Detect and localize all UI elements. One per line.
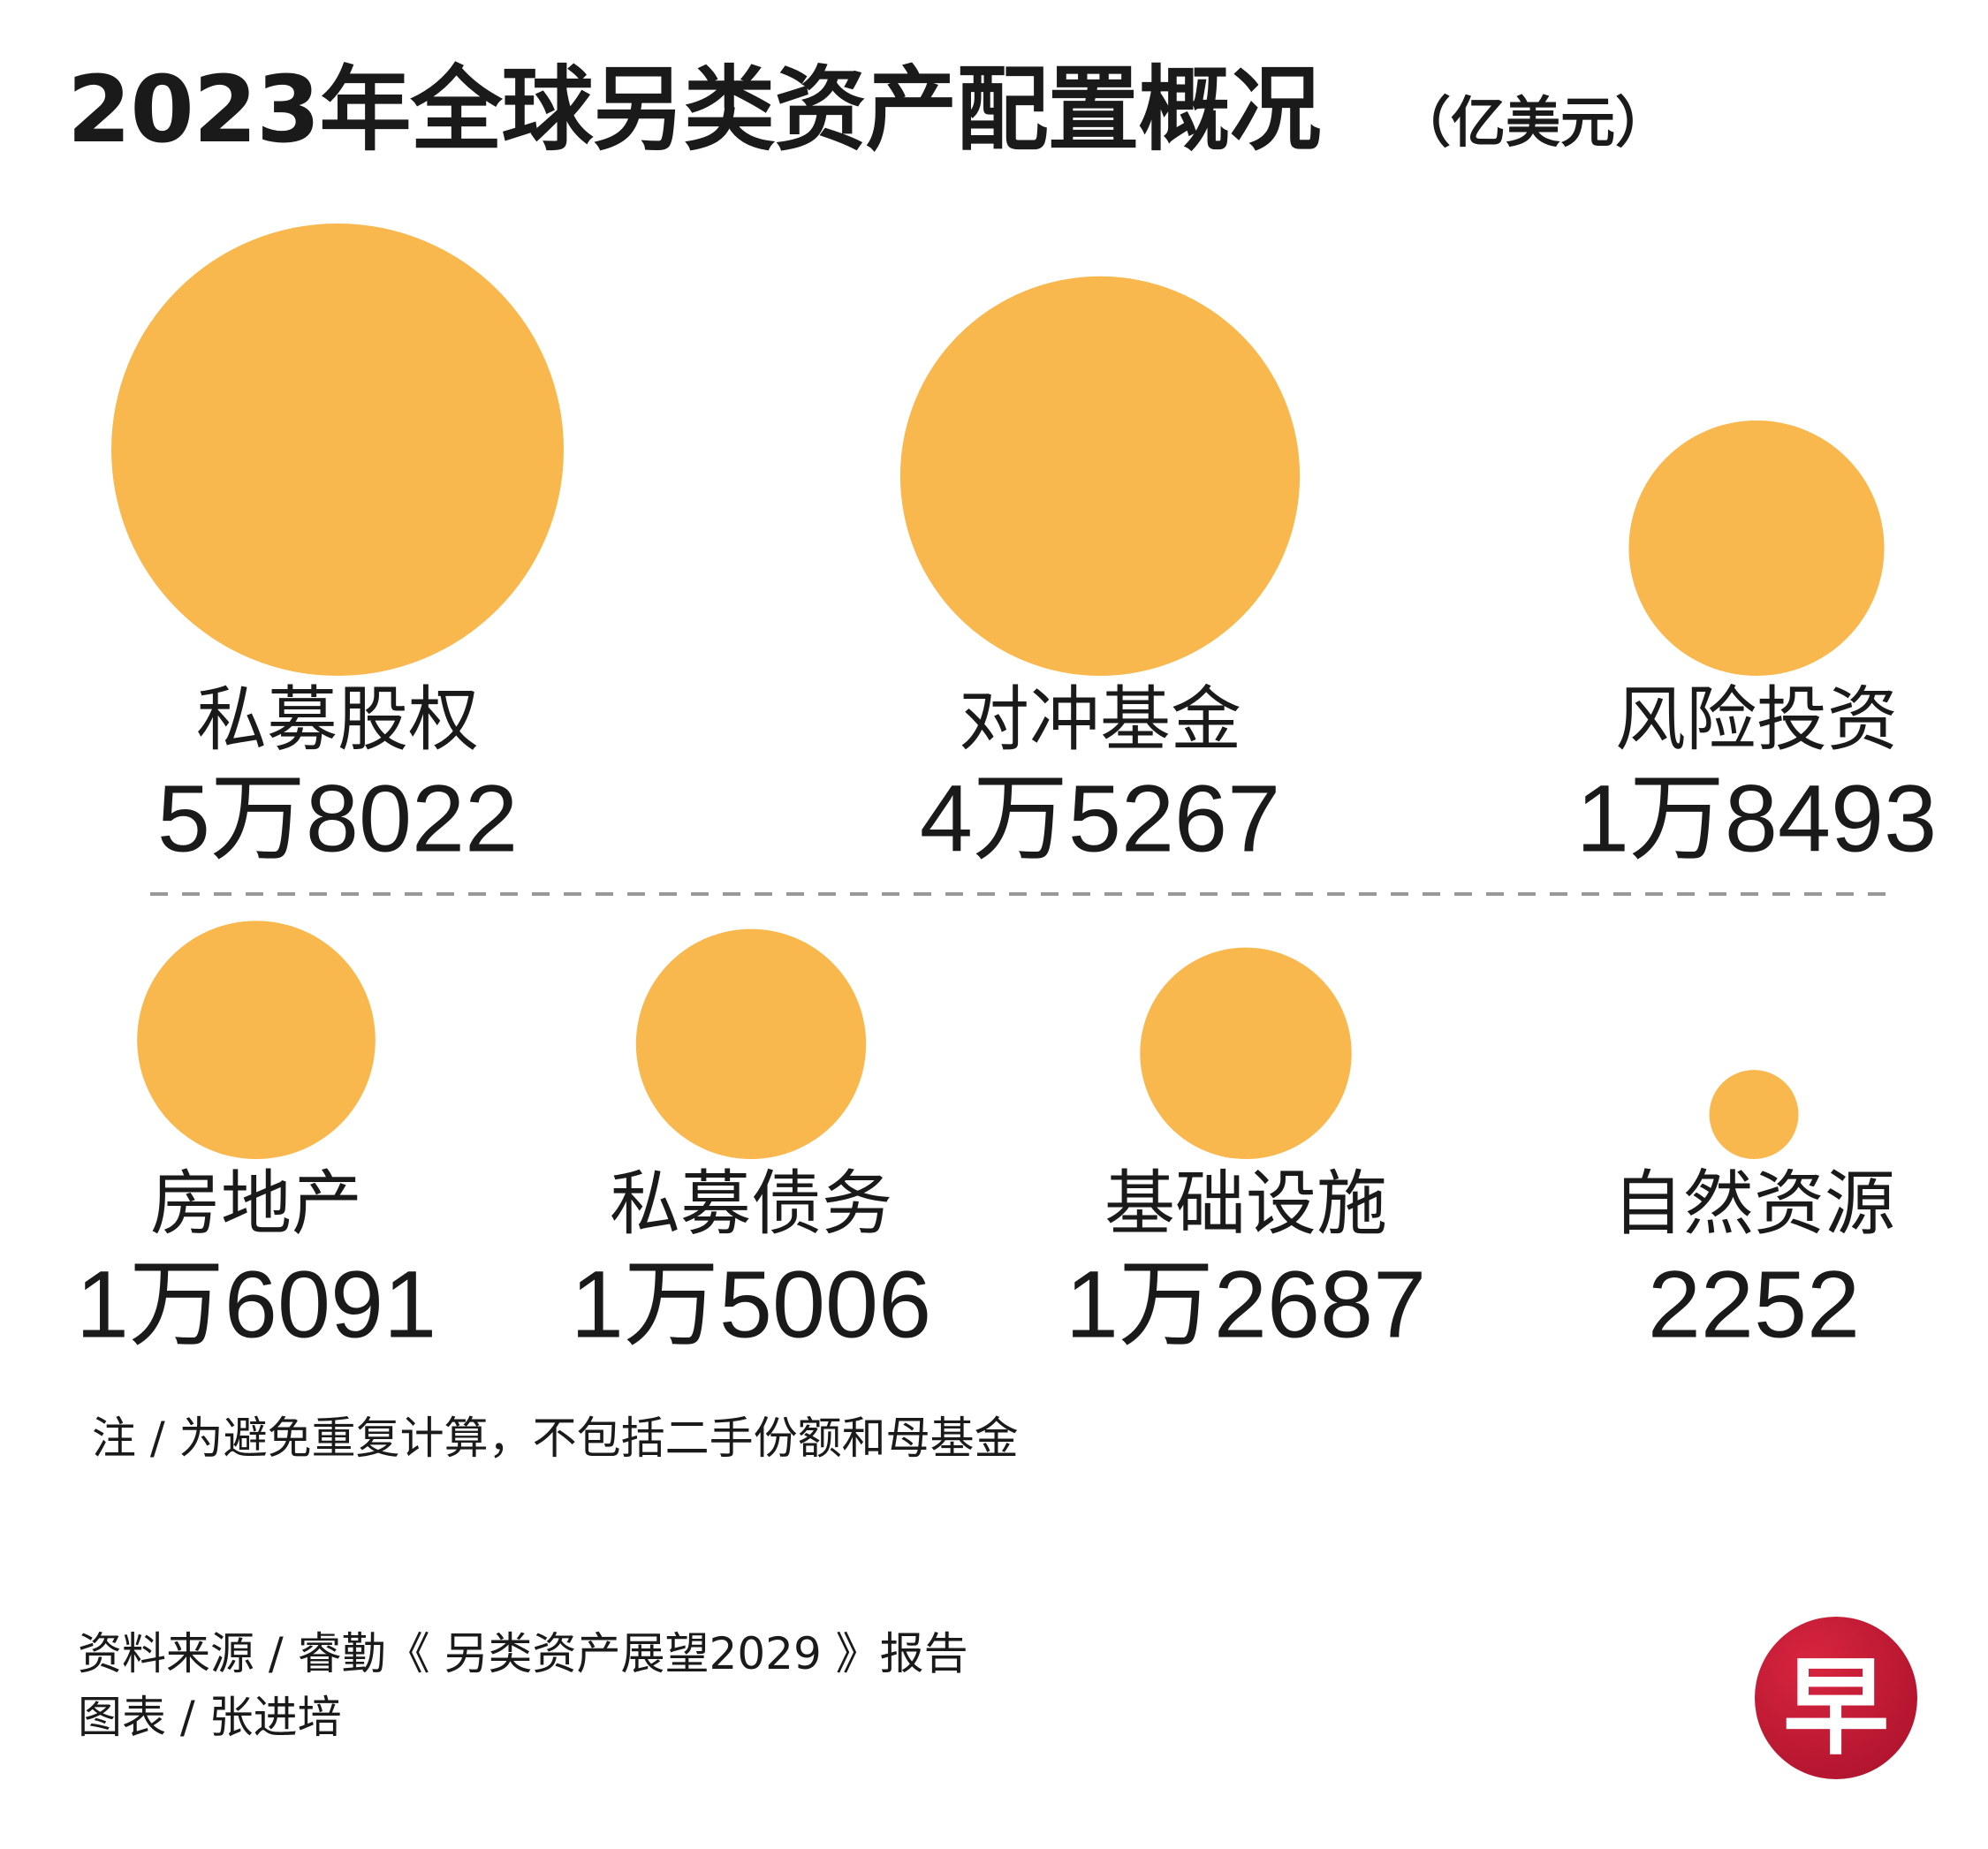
bubble-2	[899, 276, 1301, 676]
chart-title: 2023年全球另类资产配置概况	[67, 56, 1321, 163]
bubble-5	[635, 928, 867, 1159]
footnote: 注 / 为避免重复计算，不包括二手份额和母基金	[92, 1413, 1019, 1464]
value-label-1: 5万8022	[157, 765, 518, 872]
category-label-5: 私募债务	[610, 1163, 892, 1245]
unit-label: （亿美元）	[1396, 90, 1671, 155]
category-label-6: 基础设施	[1104, 1163, 1387, 1245]
bubble-1	[111, 224, 564, 676]
bubble-4	[137, 921, 376, 1159]
value-label-4: 1万6091	[76, 1251, 436, 1358]
value-label-3: 1万8493	[1576, 765, 1937, 872]
bubble-7	[1709, 1070, 1799, 1159]
credit-text: 图表 / 张进培	[78, 1692, 342, 1743]
value-label-7: 2252	[1648, 1251, 1860, 1358]
bubble-6	[1140, 947, 1352, 1159]
category-label-2: 对冲基金	[959, 678, 1241, 761]
value-label-6: 1万2687	[1066, 1251, 1426, 1358]
zaobao-logo-icon: 早	[1755, 1617, 1917, 1779]
category-label-1: 私募股权	[196, 678, 479, 761]
category-label-7: 自然资源	[1612, 1163, 1895, 1245]
category-label-3: 风险投资	[1615, 678, 1898, 761]
category-label-4: 房地产	[150, 1163, 362, 1245]
source-text: 资料来源 / 睿勤《 另类资产展望2029 》报告	[78, 1628, 968, 1679]
bubble-3	[1628, 420, 1885, 676]
value-label-2: 4万5267	[920, 765, 1280, 872]
value-label-5: 1万5006	[571, 1251, 931, 1358]
